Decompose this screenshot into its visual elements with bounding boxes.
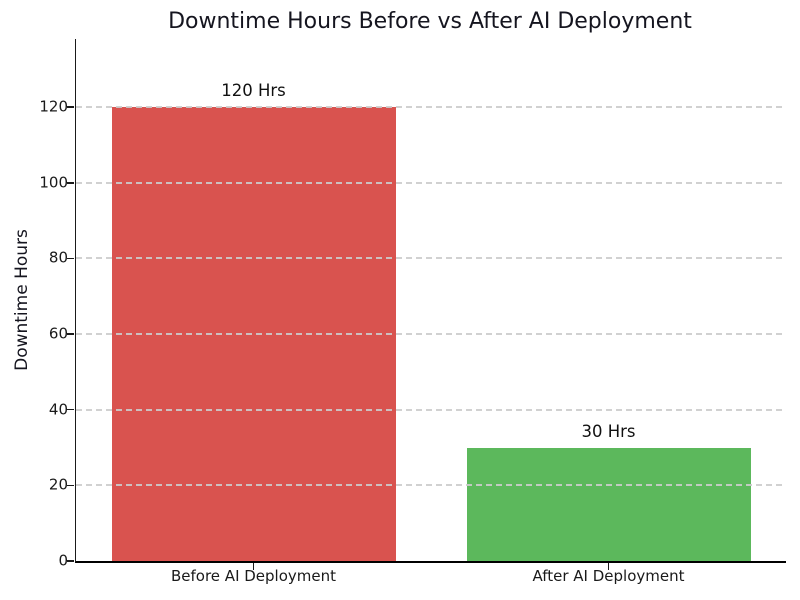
x-tick-label-1: After AI Deployment xyxy=(532,567,685,585)
x-tick-label-0: Before AI Deployment xyxy=(170,567,337,585)
y-tick-mark xyxy=(67,106,75,108)
chart-title: Downtime Hours Before vs After AI Deploy… xyxy=(168,9,692,34)
y-tick-label: 60 xyxy=(48,324,68,343)
y-tick-mark xyxy=(67,257,75,260)
bar-1 xyxy=(466,447,751,561)
y-tick-label: 40 xyxy=(48,400,68,419)
y-tick-label: 0 xyxy=(58,551,68,570)
y-tick-mark xyxy=(67,181,75,184)
y-tick-mark xyxy=(67,333,75,335)
y-tick-label: 20 xyxy=(48,475,68,494)
y-tick-mark xyxy=(67,484,75,487)
bar-value-label-1: 30 Hrs xyxy=(581,421,636,441)
x-tick-mark xyxy=(607,563,610,570)
y-tick-mark xyxy=(67,408,75,411)
x-tick-mark xyxy=(252,563,255,570)
bar-0 xyxy=(111,107,396,561)
y-tick-label: 100 xyxy=(39,173,68,192)
bar-value-label-0: 120 Hrs xyxy=(221,81,286,101)
y-tick-label: 80 xyxy=(48,249,68,268)
y-tick-mark xyxy=(67,560,75,562)
y-tick-label: 120 xyxy=(39,97,68,116)
plot-area: 0 20 40 60 80 100 120 120 Hrs Before AI Deployme… xyxy=(39,39,786,585)
